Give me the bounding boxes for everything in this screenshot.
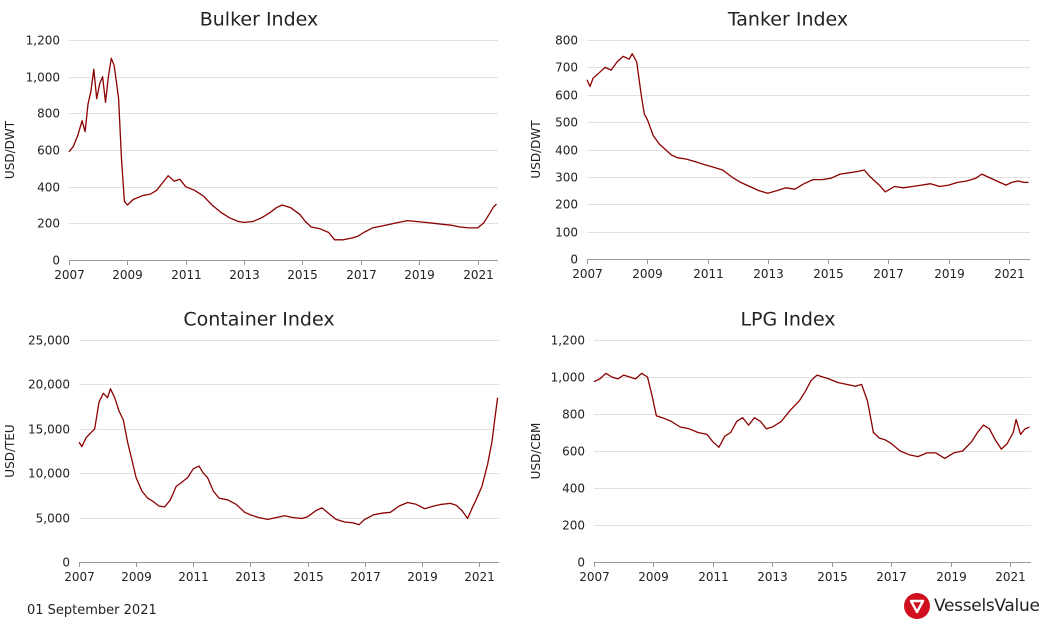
tanker-index-chart: Tanker Index 0 100 200 300 400 500 600 700 800 200…	[529, 9, 1030, 281]
brand-name: VesselsValue	[934, 596, 1040, 616]
container-index-ytick-label: 0	[62, 556, 70, 570]
bulker-index-series-line	[68, 57, 497, 241]
container-index-ytick-label: 10,000	[28, 467, 70, 481]
lpg-index-xtick-label: 2019	[936, 570, 967, 584]
tanker-index-xtick-label: 2017	[873, 267, 904, 281]
lpg-index-xtick-label: 2007	[579, 570, 610, 584]
lpg-index-ytick-label: 600	[562, 445, 585, 459]
brand[interactable]: VesselsValue	[904, 592, 1040, 620]
lpg-index-xtick-label: 2015	[817, 570, 848, 584]
bulker-index-xtick-label: 2017	[346, 268, 377, 282]
tanker-index-ytick-label: 800	[555, 34, 578, 48]
tanker-index-ytick-label: 300	[555, 171, 578, 185]
bulker-index-ylabel: USD/DWT	[3, 120, 17, 179]
bulker-index-ytick-label: 0	[52, 254, 60, 268]
container-index-xtick-label: 2019	[407, 570, 438, 584]
tanker-index-xtick-label: 2013	[753, 267, 784, 281]
lpg-index-chart: LPG Index 0 200 400 600 800 1,000 1,200 2007 2009…	[529, 309, 1031, 584]
lpg-index-xtick-label: 2017	[876, 570, 907, 584]
bulker-index-ytick-label: 200	[37, 217, 60, 231]
container-index-xtick-label: 2011	[178, 570, 209, 584]
lpg-index-xtick-label: 2011	[698, 570, 729, 584]
container-index-xtick-label: 2017	[350, 570, 381, 584]
lpg-index-xtick-label: 2013	[757, 570, 788, 584]
tanker-index-ytick-label: 600	[555, 89, 578, 103]
tanker-index-ytick-label: 700	[555, 61, 578, 75]
bulker-index-xtick-label: 2011	[171, 268, 202, 282]
lpg-index-ytick-label: 0	[577, 556, 585, 570]
bulker-index-ytick-label: 1,200	[26, 34, 60, 48]
container-index-xtick-label: 2021	[464, 570, 495, 584]
tanker-index-ytick-label: 0	[570, 253, 578, 267]
tanker-index-xtick-label: 2009	[632, 267, 663, 281]
lpg-index-ylabel: USD/CBM	[529, 423, 543, 480]
tanker-index-xtick-label: 2011	[693, 267, 724, 281]
tanker-index-ytick-label: 400	[555, 144, 578, 158]
tanker-index-xtick-label: 2015	[813, 267, 844, 281]
bulker-index-xtick-label: 2007	[54, 268, 85, 282]
lpg-index-title: LPG Index	[740, 309, 835, 331]
lpg-index-xtick-label: 2021	[995, 570, 1026, 584]
tanker-index-xtick-label: 2007	[572, 267, 603, 281]
container-index-xtick-label: 2015	[293, 570, 324, 584]
container-index-ytick-label: 25,000	[28, 334, 70, 348]
bulker-index-chart: Bulker Index 0 200 400 600 800 1,000 1,200 2007 2…	[3, 9, 498, 282]
bulker-index-xtick-label: 2013	[229, 268, 260, 282]
bulker-index-xtick-label: 2015	[287, 268, 318, 282]
bulker-index-xtick-label: 2021	[463, 268, 494, 282]
container-index-series-line	[78, 388, 499, 526]
tanker-index-ytick-label: 500	[555, 116, 578, 130]
container-index-xtick-label: 2009	[121, 570, 152, 584]
container-index-ytick-label: 5,000	[36, 512, 70, 526]
lpg-index-ytick-label: 1,200	[551, 334, 585, 348]
container-index-ylabel: USD/TEU	[3, 424, 17, 477]
container-index-ytick-label: 15,000	[28, 423, 70, 437]
lpg-index-ytick-label: 200	[562, 519, 585, 533]
tanker-index-xtick-label: 2021	[994, 267, 1025, 281]
bulker-index-xtick-label: 2019	[404, 268, 435, 282]
container-index-ytick-label: 20,000	[28, 378, 70, 392]
tanker-index-ylabel: USD/DWT	[529, 120, 543, 179]
tanker-index-series-line	[586, 53, 1029, 194]
tanker-index-ytick-label: 200	[555, 198, 578, 212]
tanker-index-xtick-label: 2019	[934, 267, 965, 281]
container-index-chart: Container Index 0 5,000 10,000 15,000 20,000 2…	[3, 309, 499, 584]
bulker-index-ytick-label: 400	[37, 181, 60, 195]
bulker-index-title: Bulker Index	[200, 9, 319, 31]
container-index-xtick-label: 2007	[64, 570, 95, 584]
tanker-index-title: Tanker Index	[727, 9, 848, 31]
vesselsvalue-logo-icon	[904, 593, 930, 619]
container-index-title: Container Index	[183, 309, 334, 331]
bulker-index-ytick-label: 1,000	[26, 71, 60, 85]
footer-date: 01 September 2021	[27, 603, 157, 618]
container-index-xtick-label: 2013	[235, 570, 266, 584]
bulker-index-ytick-label: 600	[37, 144, 60, 158]
lpg-index-ytick-label: 400	[562, 482, 585, 496]
bulker-index-ytick-label: 800	[37, 107, 60, 121]
lpg-index-ytick-label: 1,000	[551, 371, 585, 385]
lpg-index-ytick-label: 800	[562, 408, 585, 422]
lpg-index-xtick-label: 2009	[638, 570, 669, 584]
lpg-index-series-line	[593, 372, 1030, 460]
tanker-index-ytick-label: 100	[555, 226, 578, 240]
bulker-index-xtick-label: 2009	[112, 268, 143, 282]
